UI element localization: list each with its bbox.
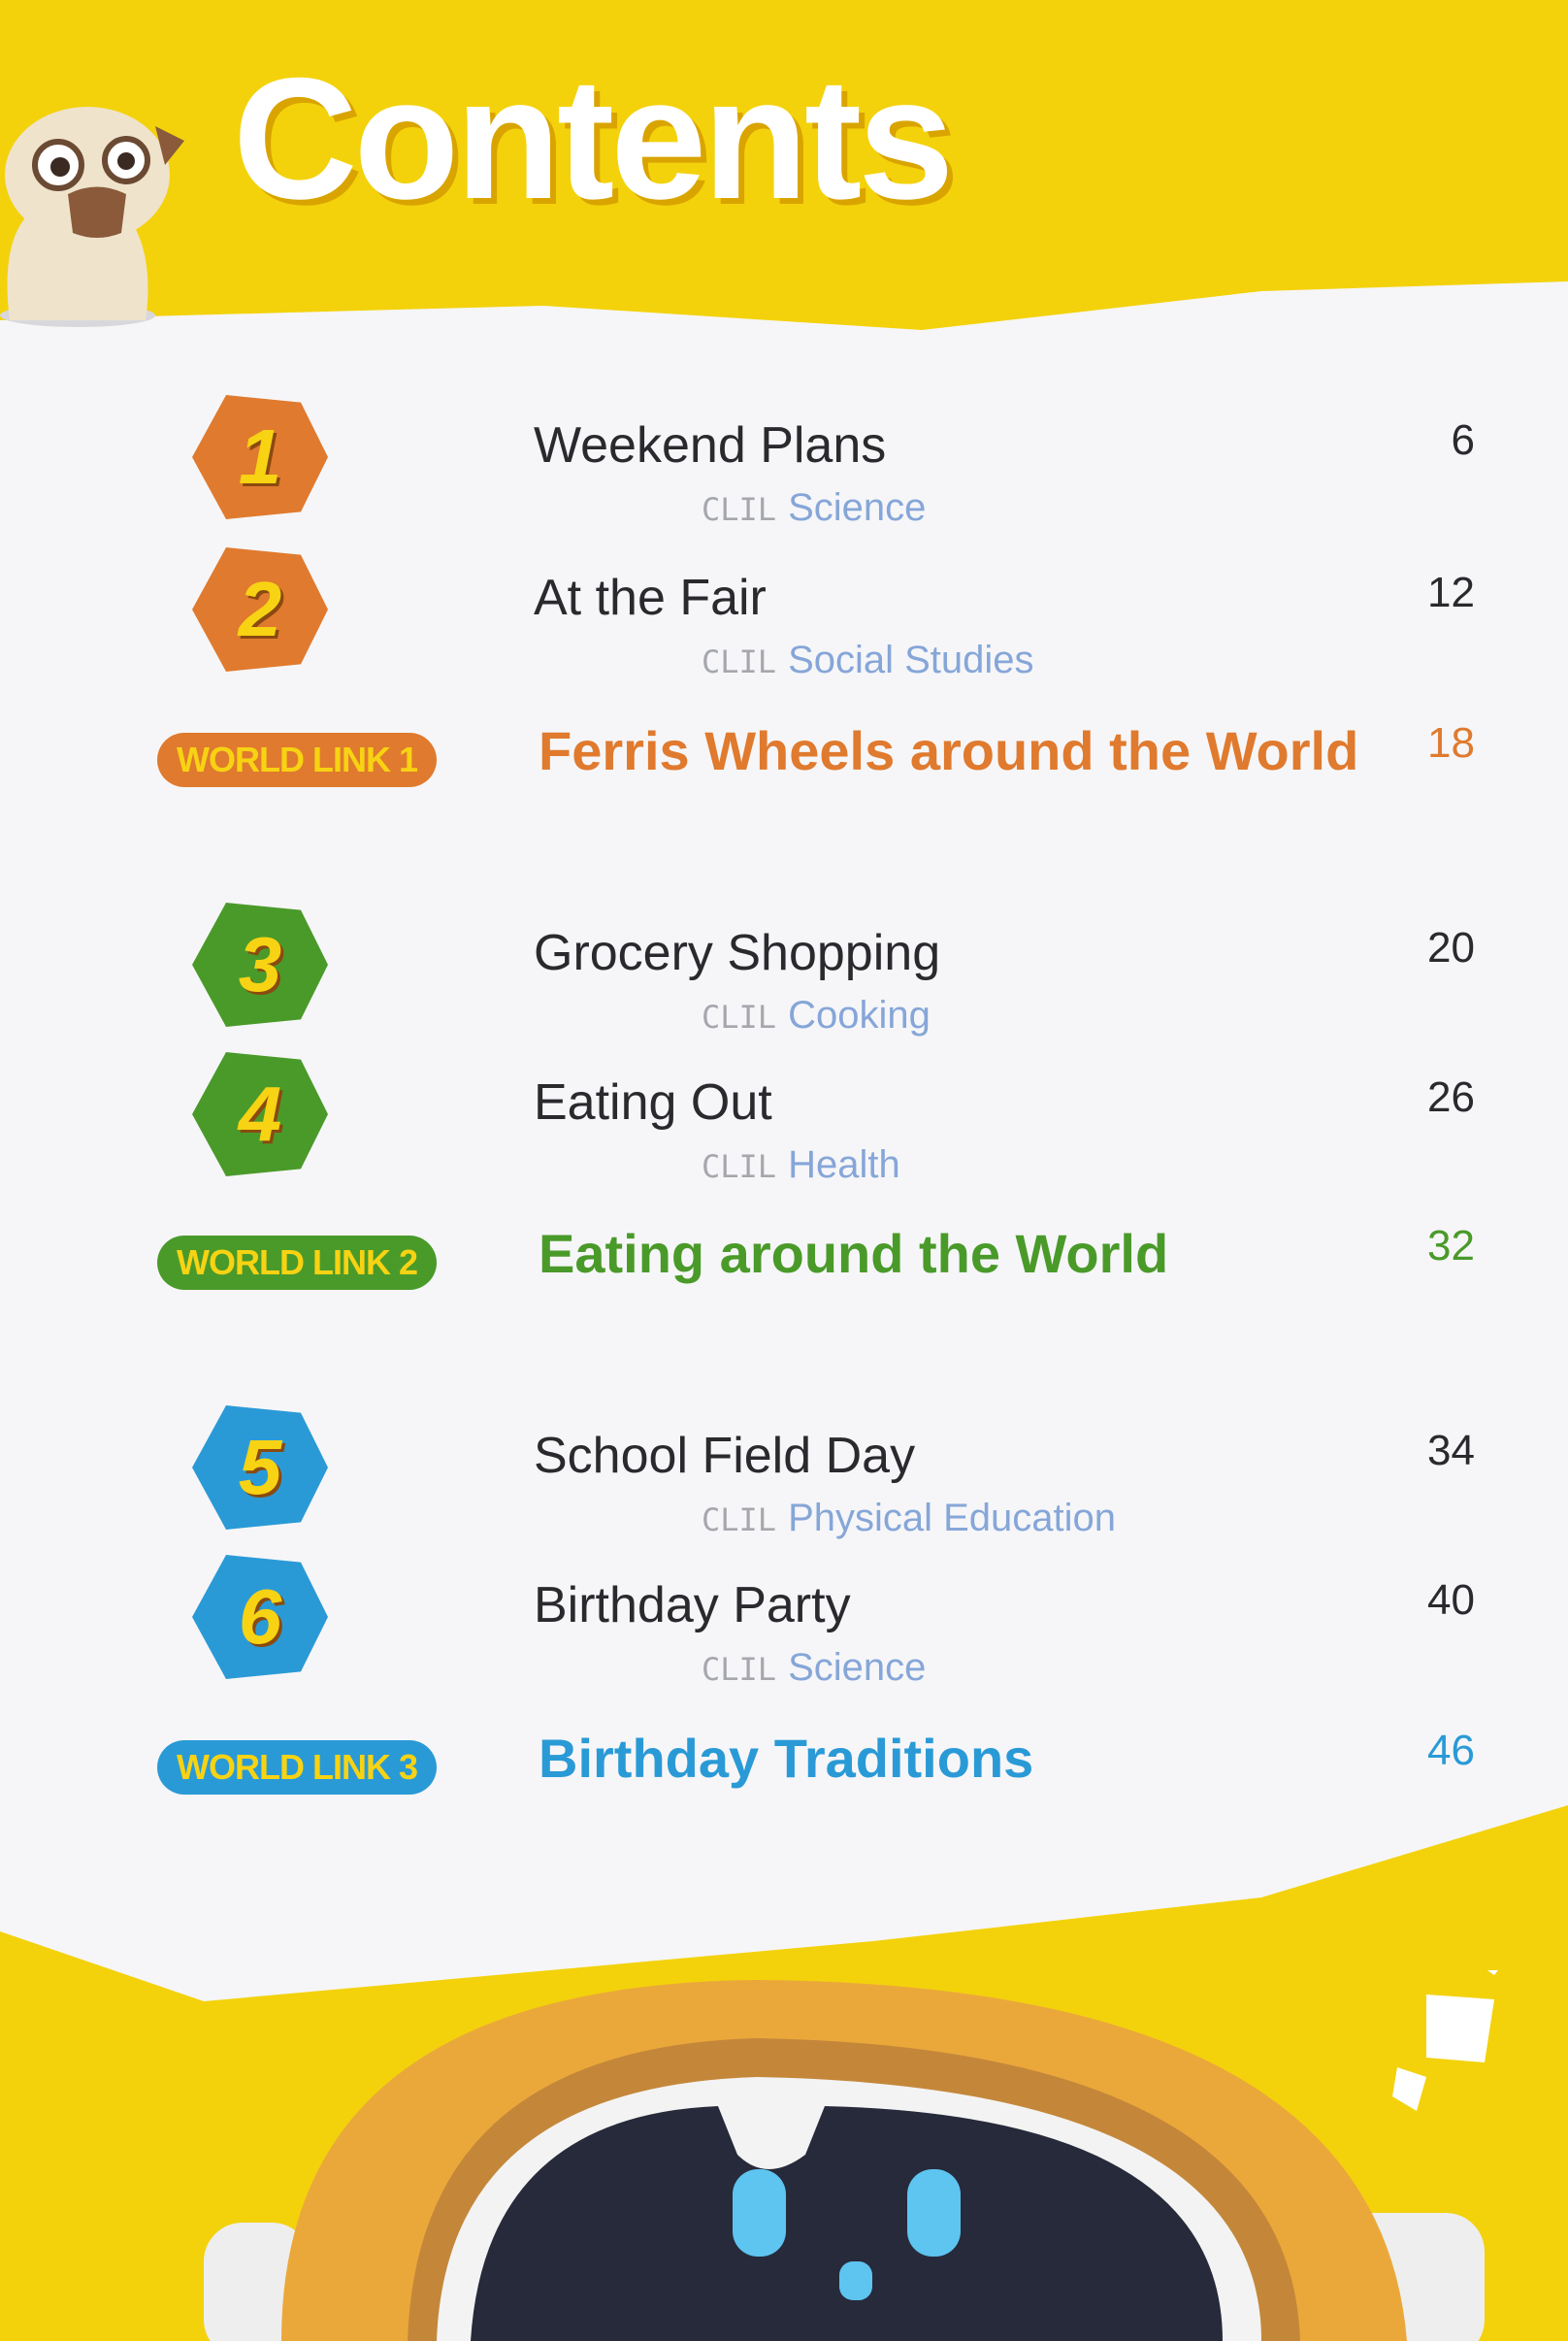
clil-line: CLIL Health (702, 1143, 900, 1187)
page-number: 26 (1427, 1073, 1475, 1121)
clil-line: CLIL Social Studies (702, 639, 1034, 682)
robot-icon (204, 1970, 1498, 2341)
unit-number-badge: 4 (192, 1052, 328, 1176)
clil-subject: Health (788, 1143, 900, 1186)
unit-title[interactable]: Birthday Party (534, 1577, 851, 1633)
unit-number-badge: 5 (192, 1405, 328, 1530)
page-number: 6 (1451, 416, 1475, 464)
page-number: 32 (1427, 1222, 1475, 1269)
page-number: 12 (1427, 569, 1475, 616)
page-number: 20 (1427, 924, 1475, 972)
page-title: Contents (233, 42, 954, 235)
unit-title[interactable]: At the Fair (534, 570, 767, 626)
clil-label: CLIL (702, 1501, 777, 1538)
unit-title[interactable]: Weekend Plans (534, 417, 887, 474)
clil-line: CLIL Physical Education (702, 1497, 1116, 1540)
world-link-title[interactable]: Eating around the World (539, 1223, 1169, 1284)
world-link-badge: WORLD LINK 1 (157, 733, 437, 787)
pug-icon (0, 107, 184, 327)
clil-line: CLIL Science (702, 486, 926, 530)
world-link-badge: WORLD LINK 2 (157, 1236, 437, 1290)
page-number: 46 (1427, 1727, 1475, 1774)
clil-label: CLIL (702, 643, 777, 680)
clil-label: CLIL (702, 1651, 777, 1688)
clil-subject: Physical Education (788, 1497, 1117, 1539)
clil-subject: Social Studies (788, 639, 1034, 681)
world-link-title[interactable]: Ferris Wheels around the World (539, 720, 1359, 781)
clil-subject: Science (788, 486, 927, 529)
unit-number-badge: 6 (192, 1555, 328, 1679)
clil-subject: Cooking (788, 994, 931, 1037)
unit-title[interactable]: Eating Out (534, 1074, 772, 1131)
page-number: 40 (1427, 1576, 1475, 1624)
page-number: 18 (1427, 719, 1475, 767)
clil-line: CLIL Science (702, 1646, 926, 1690)
clil-subject: Science (788, 1646, 927, 1689)
world-link-title[interactable]: Birthday Traditions (539, 1728, 1034, 1789)
clil-label: CLIL (702, 999, 777, 1036)
unit-title[interactable]: School Field Day (534, 1428, 916, 1484)
clil-label: CLIL (702, 491, 777, 528)
clil-line: CLIL Cooking (702, 994, 931, 1038)
unit-title[interactable]: Grocery Shopping (534, 925, 941, 981)
world-link-badge: WORLD LINK 3 (157, 1740, 437, 1795)
clil-label: CLIL (702, 1148, 777, 1185)
page-number: 34 (1427, 1427, 1475, 1474)
